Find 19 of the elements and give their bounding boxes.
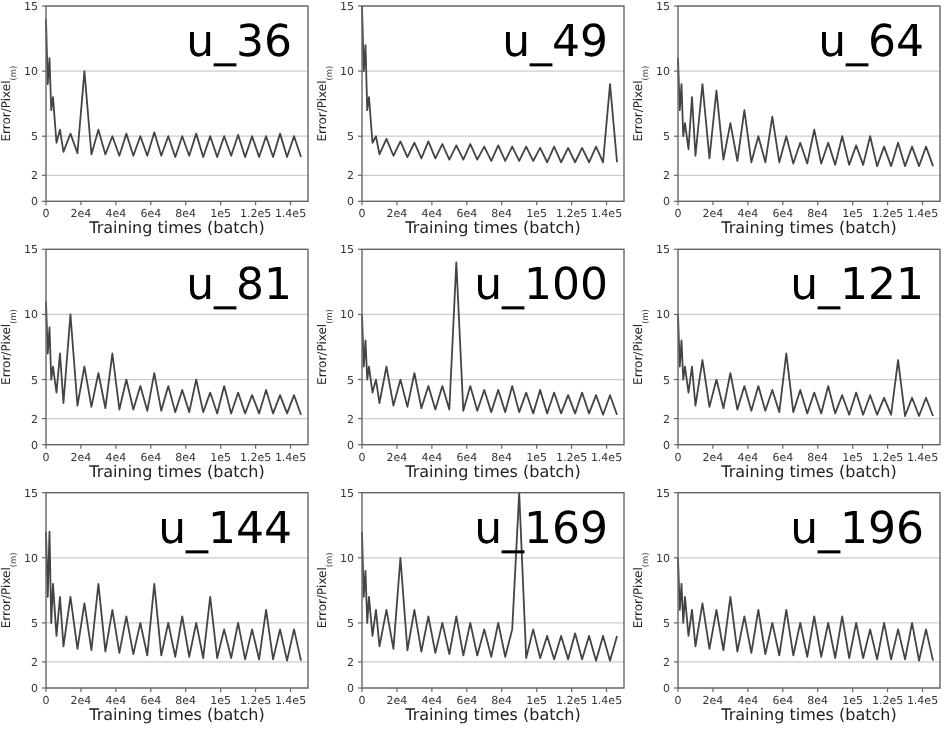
- line-series: [361, 261, 618, 416]
- x-axis-title: Training times (batch): [403, 219, 581, 238]
- chart-title: u_100: [474, 261, 608, 312]
- x-axis-title: Training times (batch): [719, 706, 897, 724]
- chart-title: u_64: [818, 18, 924, 68]
- chart-title: u_196: [790, 504, 924, 555]
- chart-title: u_49: [502, 18, 608, 68]
- chart-title: u_81: [186, 261, 292, 312]
- x-axis-title: Training times (batch): [719, 462, 897, 481]
- chart-title: u_144: [158, 504, 292, 555]
- x-axis-title: Training times (batch): [87, 462, 265, 481]
- x-axis-title: Training times (batch): [719, 219, 897, 238]
- x-axis-title: Training times (batch): [403, 462, 581, 481]
- x-axis-title: Training times (batch): [87, 219, 265, 238]
- line-series: [361, 491, 618, 662]
- x-axis-title: Training times (batch): [87, 706, 265, 724]
- chart-title: u_121: [790, 261, 924, 312]
- chart-title: u_36: [186, 18, 292, 68]
- x-axis-title: Training times (batch): [403, 706, 581, 724]
